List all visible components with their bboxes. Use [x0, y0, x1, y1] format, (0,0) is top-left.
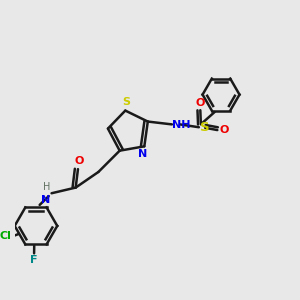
- Text: O: O: [195, 98, 204, 108]
- Text: H: H: [43, 182, 51, 192]
- Text: S: S: [200, 121, 210, 134]
- Text: NH: NH: [172, 120, 191, 130]
- Text: O: O: [220, 125, 229, 135]
- Text: Cl: Cl: [0, 231, 11, 241]
- Text: S: S: [123, 97, 131, 107]
- Text: O: O: [75, 156, 84, 166]
- Text: F: F: [30, 255, 38, 265]
- Text: N: N: [138, 149, 148, 159]
- Text: N: N: [41, 195, 51, 205]
